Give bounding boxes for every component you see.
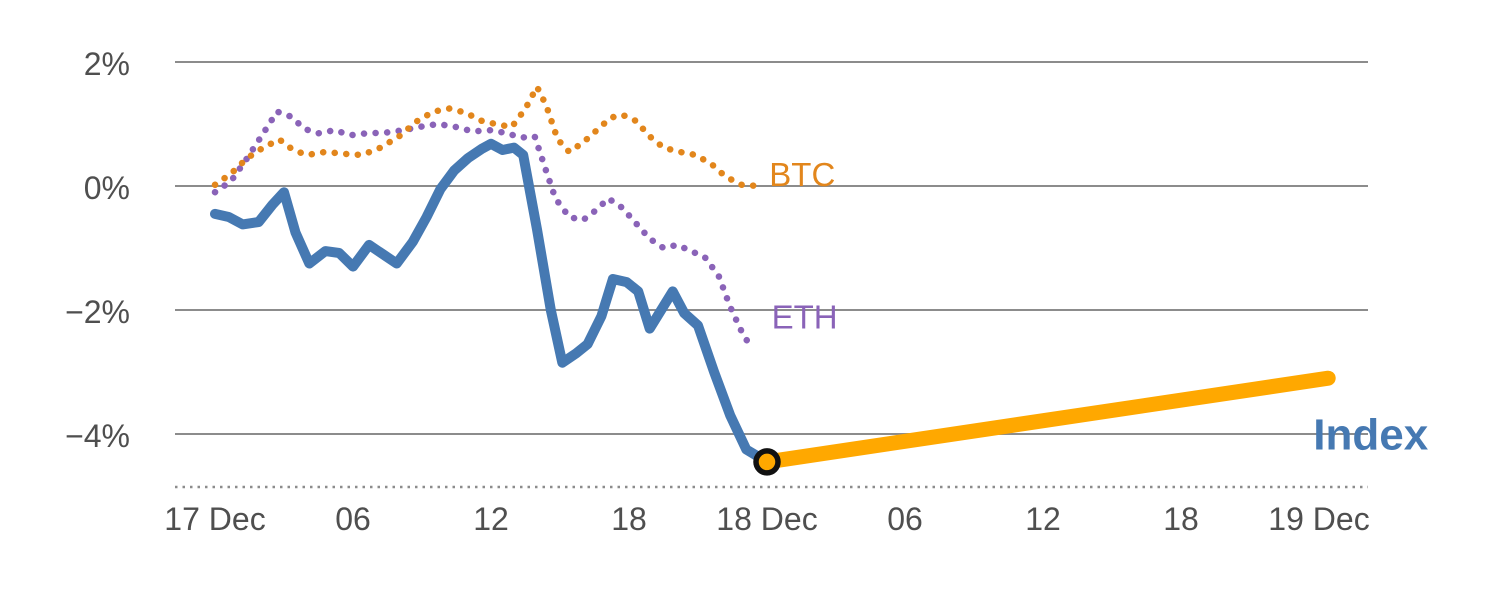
index-series-label: Index: [1313, 411, 1428, 460]
x-tick-label: 12: [473, 501, 509, 537]
btc-series-line: [211, 83, 762, 190]
x-tick-label: 06: [335, 501, 371, 537]
eth-series-line: [211, 108, 755, 351]
index-current-marker: [753, 448, 781, 476]
x-tick-label: 18 Dec: [716, 501, 817, 537]
btc-series-label: BTC: [769, 156, 835, 193]
x-tick-label: 17 Dec: [164, 501, 265, 537]
x-tick-label: 18: [1163, 501, 1199, 537]
y-tick-label: 0%: [84, 170, 130, 206]
x-tick-label: 19 Dec: [1268, 501, 1369, 537]
y-tick-label: −4%: [65, 418, 130, 454]
index-series-line: [210, 138, 772, 467]
x-tick-label: 18: [611, 501, 647, 537]
index-projection-series-line: [759, 370, 1336, 470]
x-tick-label: 06: [887, 501, 923, 537]
y-tick-label: 2%: [84, 46, 130, 82]
x-tick-label: 12: [1025, 501, 1061, 537]
y-tick-label: −2%: [65, 294, 130, 330]
eth-series-label: ETH: [772, 299, 838, 336]
